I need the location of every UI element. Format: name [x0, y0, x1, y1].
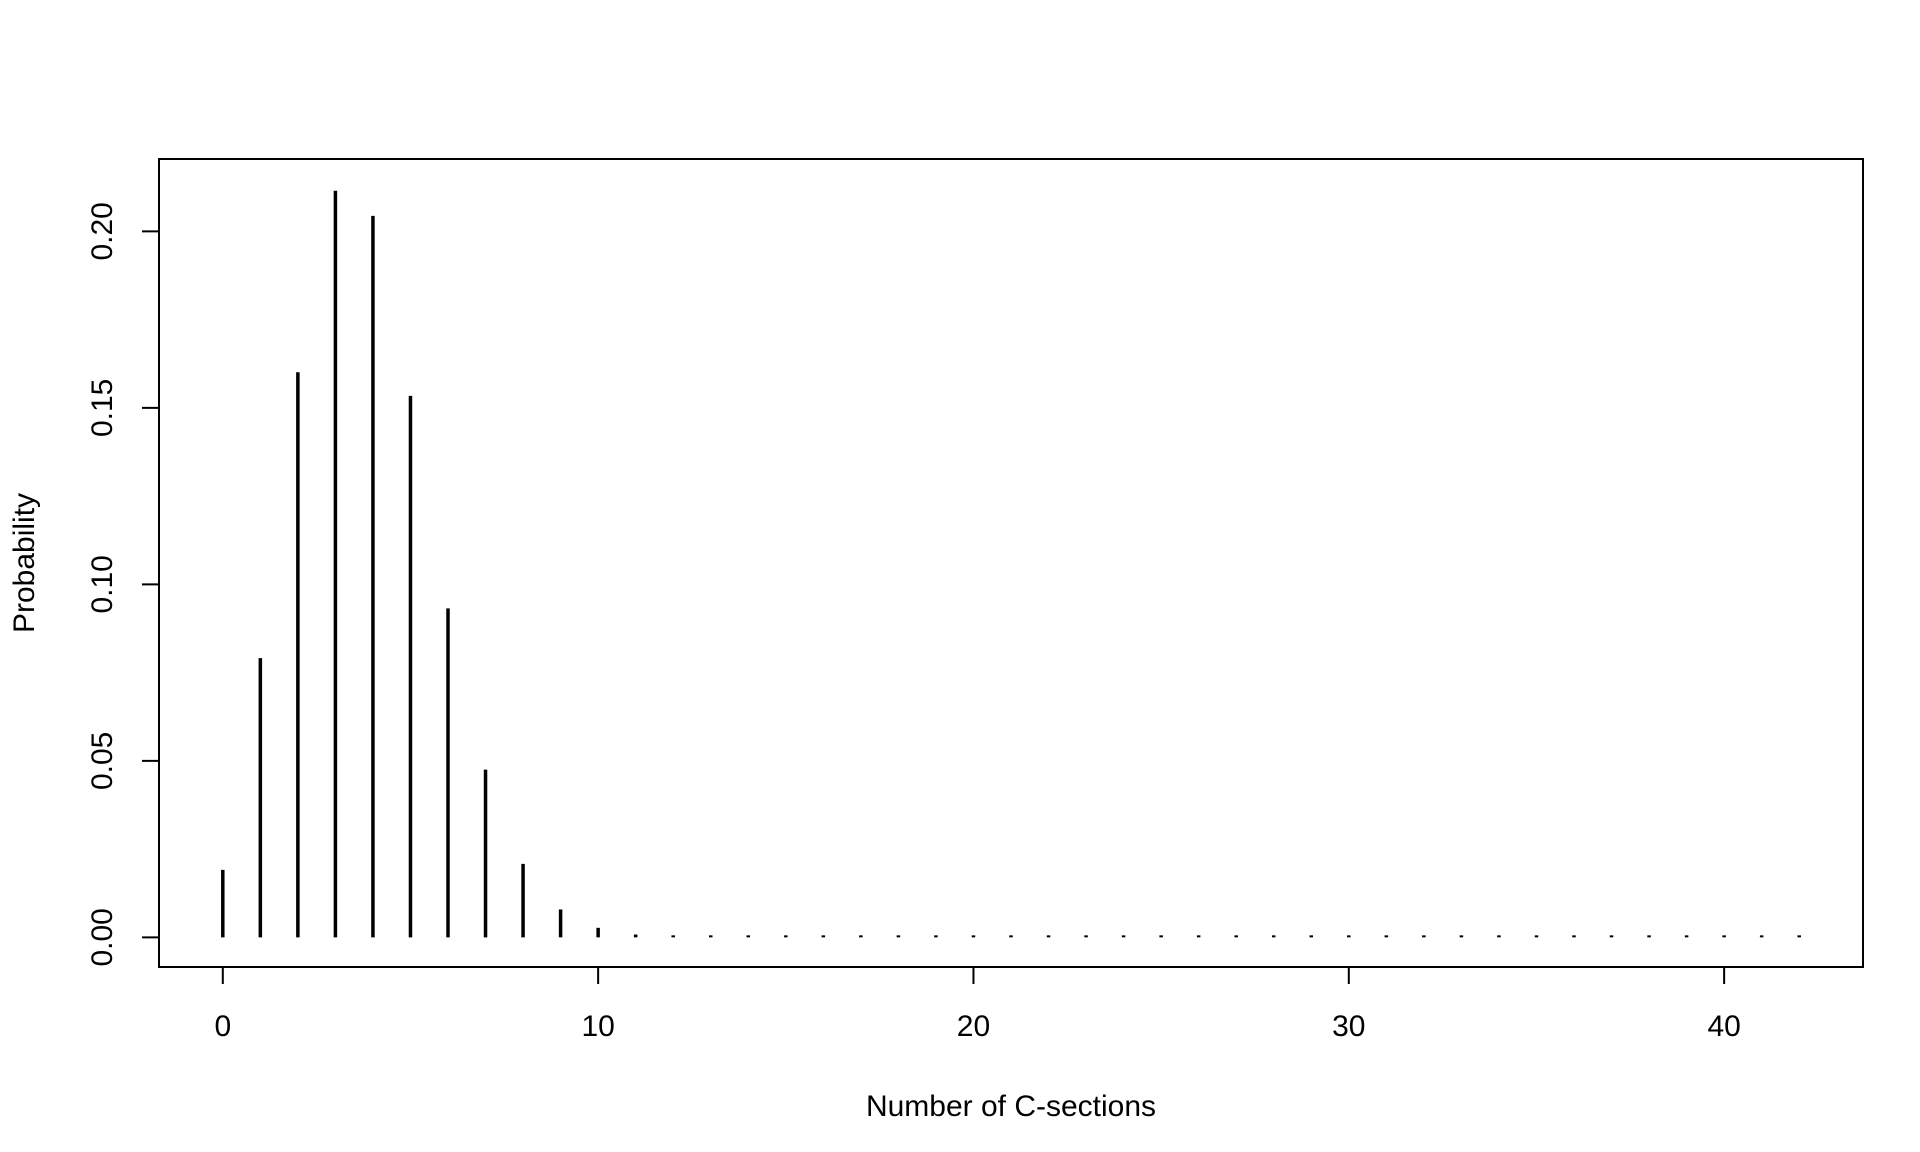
x-axis-title: Number of C-sections [866, 1090, 1156, 1123]
y-axis-title: Probability [8, 493, 41, 633]
y-tick-label-0.20: 0.20 [86, 202, 119, 260]
y-tick-label-0.05: 0.05 [86, 732, 119, 790]
x-tick-label-30: 30 [1332, 1010, 1365, 1043]
y-tick-label-0.15: 0.15 [86, 379, 119, 437]
y-tick-label-0.10: 0.10 [86, 555, 119, 613]
x-tick-label-40: 40 [1707, 1010, 1740, 1043]
y-tick-label-0.00: 0.00 [86, 908, 119, 966]
x-tick-label-10: 10 [581, 1010, 614, 1043]
bars-group [221, 190, 1801, 938]
x-axis: 0 10 20 30 40 [214, 966, 1741, 1043]
y-axis: 0.00 0.05 0.10 0.15 0.20 [86, 202, 160, 967]
x-tick-label-0: 0 [214, 1010, 231, 1043]
x-tick-label-20: 20 [957, 1010, 990, 1043]
